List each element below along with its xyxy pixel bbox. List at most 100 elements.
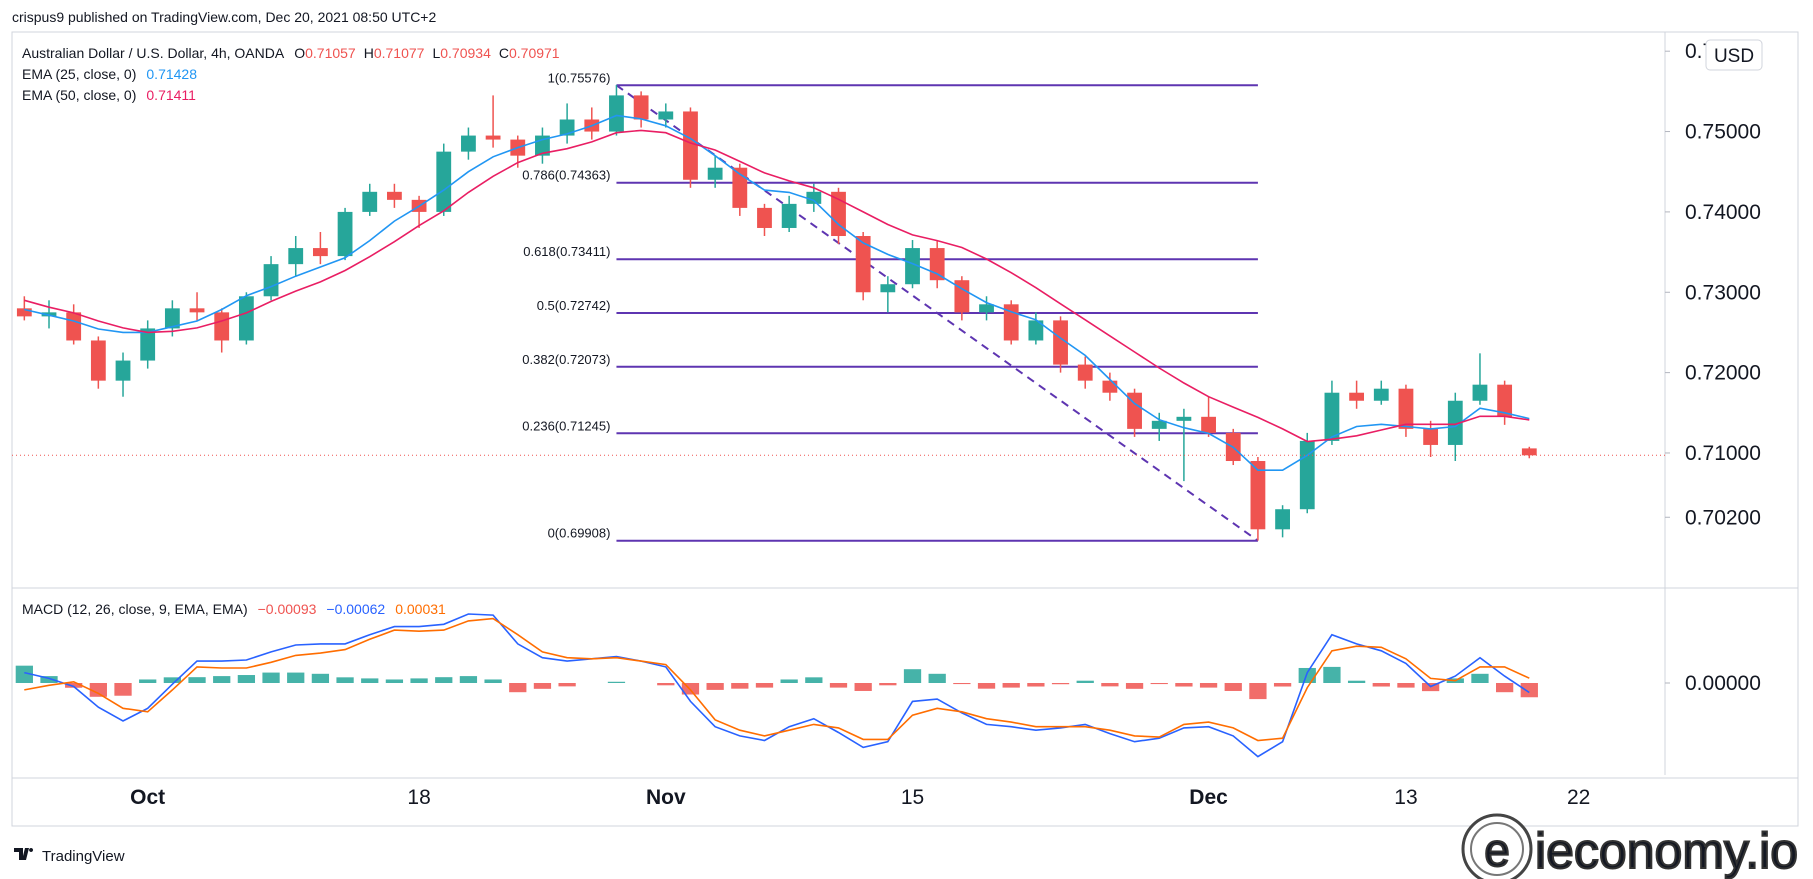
macd-histogram-bar	[410, 678, 428, 683]
macd-histogram-bar	[114, 683, 132, 696]
candle-body	[140, 328, 156, 361]
macd-line	[24, 613, 1530, 758]
macd-histogram-bar	[879, 683, 897, 686]
macd-title: MACD (12, 26, close, 9, EMA, EMA)	[22, 601, 248, 617]
macd-histogram-bar	[731, 683, 749, 689]
candle-body	[115, 360, 131, 381]
y-tick-label: 0.74000	[1685, 201, 1761, 224]
candle-body	[263, 264, 279, 297]
y-tick-label: 0.72000	[1685, 362, 1761, 385]
candle-body	[979, 304, 994, 313]
legend-value: 0.71411	[146, 87, 196, 103]
candle-body	[1275, 509, 1290, 530]
ema-line	[24, 129, 1530, 443]
macd-histogram-bar	[1471, 673, 1489, 683]
macd-histogram-bar	[805, 677, 823, 683]
ohlc-label: C	[499, 45, 509, 61]
symbol-title: Australian Dollar / U.S. Dollar, 4h, OAN…	[22, 45, 285, 61]
macd-histogram-bar	[1002, 683, 1020, 688]
macd-histogram-bar	[1397, 683, 1415, 688]
x-tick-label: Nov	[646, 786, 686, 809]
candle-body	[1324, 392, 1340, 441]
macd-histogram-bar	[903, 669, 922, 683]
legend-label: EMA (25, close, 0)	[22, 66, 136, 82]
legend-entry: EMA (50, close, 0) 0.71411	[22, 87, 196, 103]
legend-value: −0.00062	[326, 601, 385, 617]
watermark: e ieconomy.io	[1461, 813, 1799, 879]
brand-name: TradingView	[42, 848, 125, 865]
ohlc-label: O	[294, 45, 305, 61]
candle-body	[1521, 448, 1537, 456]
candle-body	[1497, 384, 1513, 417]
macd-histogram-bar	[287, 672, 305, 683]
legend-value: 0.00031	[395, 601, 446, 617]
legend-label: EMA (50, close, 0)	[22, 87, 136, 103]
macd-histogram-bar	[1076, 680, 1094, 683]
macd-histogram-bar	[89, 683, 107, 697]
macd-histogram-bar	[607, 681, 626, 683]
macd-histogram-bar	[336, 677, 354, 683]
macd-histogram-bar	[163, 677, 182, 683]
macd-histogram-bar	[262, 672, 280, 683]
candle-body	[806, 191, 822, 204]
fib-label: 0(0.69908)	[548, 526, 611, 541]
legend-entry: EMA (25, close, 0) 0.71428	[22, 66, 197, 82]
macd-histogram-bar	[854, 683, 872, 691]
brand-logo	[14, 848, 34, 860]
legend-value: 0.71428	[146, 66, 197, 82]
macd-histogram-bar	[509, 683, 527, 693]
signal-line	[24, 617, 1530, 742]
ohlc-value: 0.71057	[305, 45, 356, 61]
fib-label: 0.382(0.72073)	[522, 352, 610, 367]
watermark-logo	[1470, 822, 1524, 876]
candle-body	[16, 308, 32, 317]
candle-body	[1201, 416, 1216, 433]
x-tick-label: 13	[1394, 786, 1417, 809]
candle-body	[312, 248, 328, 257]
macd-histogram-bar	[755, 683, 774, 688]
macd-histogram-bar	[558, 683, 576, 687]
macd-histogram-bar	[1323, 666, 1341, 683]
candle-body	[658, 111, 674, 120]
macd-histogram-bar	[1347, 680, 1366, 683]
candle-body	[905, 248, 920, 285]
candle-body	[1373, 388, 1389, 401]
y-tick-label: 0.75000	[1685, 121, 1761, 144]
y-tick-label: 0.71000	[1685, 442, 1761, 465]
ohlc-label: L	[432, 45, 440, 61]
ema-line	[24, 114, 1530, 471]
currency-badge	[1705, 39, 1763, 71]
x-tick-label: Dec	[1189, 786, 1228, 809]
macd-histogram-bar	[1199, 683, 1218, 688]
macd-histogram-bar	[1175, 683, 1193, 687]
macd-histogram-bar	[829, 683, 848, 688]
macd-histogram-bar	[237, 675, 256, 683]
y-tick-label: 0.73000	[1685, 281, 1761, 304]
candle-body	[436, 151, 452, 212]
plot-area: 0.760000.750000.740000.730000.720000.710…	[12, 39, 1763, 809]
fib-label: 0.5(0.72742)	[537, 298, 611, 313]
macd-histogram-bar	[459, 676, 478, 683]
macd-histogram-bar	[188, 677, 206, 683]
candle-body	[485, 135, 501, 140]
macd-histogram-bar	[139, 679, 157, 683]
ohlc-label: H	[364, 45, 374, 61]
watermark-logo	[1461, 813, 1533, 879]
candle-body	[609, 95, 624, 132]
candle-body	[362, 191, 378, 212]
macd-histogram-bar	[1273, 683, 1292, 687]
currency-label: USD	[1714, 46, 1754, 67]
macd-histogram-bar	[213, 676, 231, 683]
macd-histogram-bar	[977, 683, 996, 689]
candle-body	[683, 111, 698, 180]
macd-histogram-bar	[780, 679, 798, 683]
macd-histogram-bar	[385, 679, 404, 683]
macd-histogram-bar	[1249, 683, 1267, 700]
macd-histogram-bar	[1372, 683, 1390, 687]
macd-legend: MACD (12, 26, close, 9, EMA, EMA) −0.0009…	[22, 601, 446, 617]
macd-histogram-bar	[65, 683, 83, 688]
candle-body	[1151, 420, 1167, 429]
legend-value: −0.00093	[258, 601, 317, 617]
macd-histogram-bar	[435, 677, 453, 683]
candle-body	[1028, 320, 1044, 341]
